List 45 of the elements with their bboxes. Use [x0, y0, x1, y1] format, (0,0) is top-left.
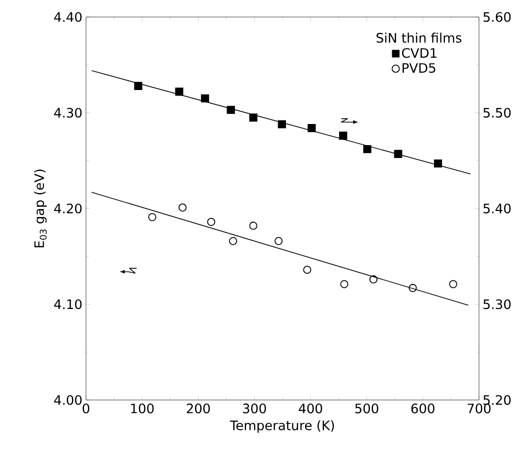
point [303, 266, 312, 274]
point [449, 280, 458, 288]
point [408, 284, 417, 292]
x-tick-label: 400 [298, 404, 322, 414]
y-tick-label: 4.20 [54, 204, 82, 214]
point [274, 237, 283, 246]
point [229, 237, 238, 246]
y2-tick-label: 5.40 [484, 204, 511, 214]
x-tick-label: 0 [82, 404, 90, 414]
point [175, 88, 184, 96]
point [226, 106, 235, 114]
x-axis-title: Temperature (K) [230, 420, 334, 433]
y2-tick-label: 5.30 [484, 299, 511, 310]
point [278, 120, 286, 128]
x-tick-label: 700 [468, 404, 491, 414]
y-tick-label: 4.40 [54, 12, 82, 22]
legend-title: SiN thin films [376, 32, 462, 43]
point [308, 124, 316, 132]
y-tick-label: 4.30 [54, 108, 82, 118]
point [394, 150, 402, 158]
legend-label: CVD1 [402, 48, 436, 58]
point [134, 82, 142, 90]
point [200, 94, 210, 102]
point [363, 145, 372, 154]
point [178, 203, 187, 212]
point [339, 132, 348, 140]
point [249, 113, 258, 122]
point [207, 218, 216, 226]
x-tick-label: 600 [411, 404, 434, 414]
y2-tick-label: 5.60 [484, 12, 511, 22]
y-tick-label: 4.10 [54, 299, 82, 310]
point [249, 222, 258, 230]
x-tick-label: 100 [131, 404, 154, 414]
y2-tick-label: 5.50 [484, 108, 511, 118]
x-tick-label: 300 [243, 404, 266, 414]
x-tick-label: 500 [355, 404, 378, 414]
legend-label: PVD5 [402, 63, 436, 73]
point [369, 275, 378, 284]
point [340, 280, 348, 288]
y-axis-title: E$_{03}$ gap (eV) [34, 170, 47, 248]
point [434, 159, 442, 168]
y-tick-label: 4.00 [54, 395, 82, 405]
x-tick-label: 200 [186, 404, 210, 414]
y2-tick-label: 5.20 [484, 395, 511, 405]
point [148, 213, 156, 222]
